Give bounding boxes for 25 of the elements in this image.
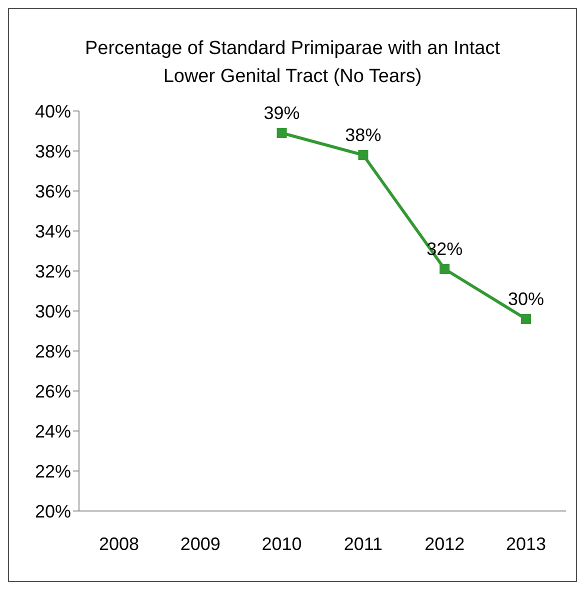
data-label: 30% bbox=[508, 289, 544, 309]
y-tick-label: 38% bbox=[34, 141, 71, 162]
x-tick-label: 2011 bbox=[344, 534, 383, 554]
x-tick-label: 2013 bbox=[506, 534, 546, 554]
x-tick-label: 2008 bbox=[98, 534, 140, 554]
y-tick-label: 28% bbox=[34, 341, 71, 362]
y-tick-label: 32% bbox=[34, 261, 71, 282]
y-tick-label: 30% bbox=[34, 301, 71, 322]
y-tick-label: 36% bbox=[34, 181, 71, 202]
y-tick-label: 40% bbox=[34, 101, 71, 122]
x-tick-label: 2010 bbox=[262, 534, 302, 554]
y-tick-label: 26% bbox=[34, 381, 71, 402]
point bbox=[276, 128, 287, 138]
data-label: 38% bbox=[345, 125, 382, 145]
y-tick-label: 34% bbox=[34, 221, 71, 242]
x-tick-label: 2012 bbox=[424, 534, 465, 554]
x-tick-label: 2009 bbox=[180, 534, 220, 554]
point bbox=[521, 314, 531, 324]
point bbox=[358, 150, 368, 160]
chart-title: Percentage of Standard Primiparae with an Intact Lower Genital Tract (No Tears) bbox=[84, 37, 502, 89]
y-tick-label: 20% bbox=[34, 501, 71, 522]
data-label: 39% bbox=[264, 103, 300, 123]
y-tick-label: 24% bbox=[34, 421, 71, 442]
y-tick-label: 22% bbox=[34, 461, 71, 482]
point bbox=[440, 264, 450, 274]
